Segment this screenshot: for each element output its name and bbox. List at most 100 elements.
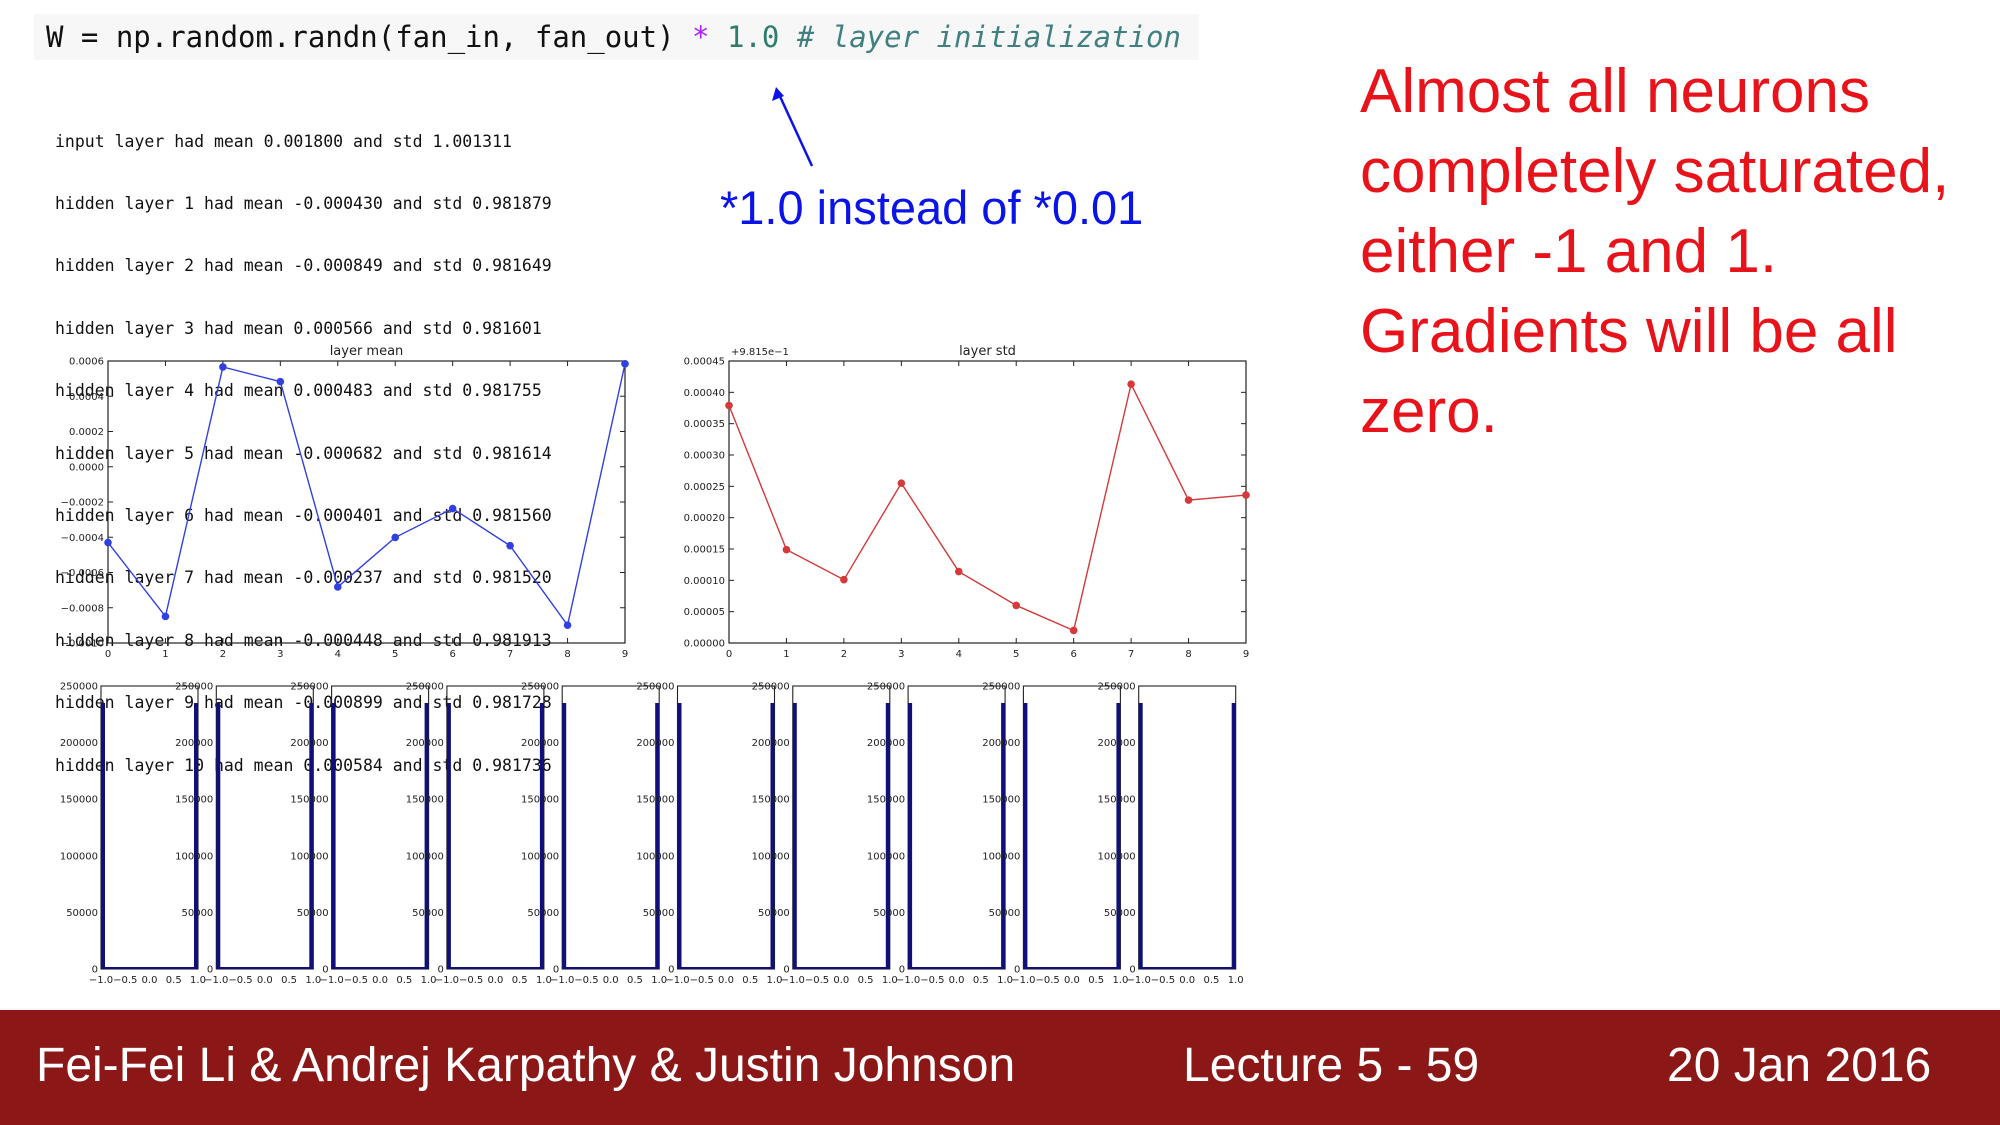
x-tick-label: −1.0 [89, 975, 113, 986]
data-point [897, 479, 906, 488]
x-tick-label: 6 [449, 649, 455, 660]
x-tick-label: 0.5 [627, 975, 643, 986]
histogram-frame [331, 685, 430, 970]
footer-authors: Fei-Fei Li & Andrej Karpathy & Justin Jo… [36, 1039, 1016, 1092]
y-tick-label: 0.0002 [69, 427, 104, 438]
y-tick-label: 50000 [181, 908, 213, 919]
y-tick-label: 0 [207, 965, 213, 976]
x-tick-label: 1.0 [536, 975, 552, 986]
y-tick-label: 250000 [752, 682, 790, 693]
y-tick-label: 200000 [752, 738, 790, 749]
data-point [1184, 496, 1193, 504]
histogram-bar [1023, 702, 1028, 969]
y-tick-label: 0.0004 [69, 392, 104, 403]
chart-title: layer std [959, 344, 1016, 359]
x-tick-label: −1.0 [1127, 975, 1151, 986]
y-tick-label: 0.00025 [684, 482, 725, 493]
y-tick-label: 200000 [406, 738, 444, 749]
log-line: hidden layer 2 had mean -0.000849 and st… [55, 256, 552, 276]
x-tick-label: 0.5 [281, 975, 297, 986]
x-tick-label: −0.5 [344, 975, 368, 986]
charts-canvas: layer mean0.00060.00040.00020.0000−0.000… [60, 87, 1250, 986]
plot-frame [107, 360, 626, 644]
histogram-bar [655, 702, 660, 969]
y-tick-label: 150000 [867, 795, 905, 806]
y-tick-label: 150000 [60, 795, 98, 806]
y-tick-label: 0 [1014, 965, 1020, 976]
x-tick-label: 0.0 [603, 975, 619, 986]
log-line: hidden layer 6 had mean -0.000401 and st… [55, 505, 552, 525]
x-tick-label: 0.5 [973, 975, 989, 986]
x-tick-label: 0.0 [1064, 975, 1080, 986]
y-tick-label: 0.00040 [684, 388, 725, 399]
histogram-bar [216, 702, 221, 969]
x-tick-label: 7 [507, 649, 513, 660]
x-tick-label: 8 [1185, 649, 1191, 660]
y-tick-label: 250000 [290, 682, 328, 693]
y-tick-label: 100000 [406, 851, 444, 862]
x-tick-label: 0.0 [833, 975, 849, 986]
data-point [104, 538, 112, 547]
y-tick-label: 50000 [1104, 908, 1136, 919]
y-tick-label: 100000 [636, 851, 674, 862]
y-tick-label: 0 [1129, 965, 1135, 976]
y-tick-label: 100000 [752, 851, 790, 862]
data-point [391, 533, 400, 542]
y-tick-label: 150000 [290, 795, 328, 806]
histogram-bar [908, 702, 913, 969]
data-point [782, 545, 791, 554]
histogram-frame [100, 685, 199, 970]
data-point [161, 612, 170, 621]
x-tick-label: 9 [1243, 649, 1249, 660]
y-tick-label: 50000 [527, 908, 559, 919]
x-tick-label: −1.0 [550, 975, 574, 986]
x-tick-label: 0.5 [512, 975, 528, 986]
y-tick-label: 0.0006 [69, 357, 104, 368]
y-tick-label: 200000 [1098, 738, 1136, 749]
histogram-bar [194, 702, 198, 969]
y-tick-label: −0.0006 [61, 568, 104, 579]
histogram-bar [1116, 702, 1121, 969]
y-tick-label: 150000 [636, 795, 674, 806]
code-operator: * [692, 20, 710, 54]
footer-lecture: Lecture 5 - 59 [1183, 1039, 1480, 1092]
y-tick-label: 150000 [175, 795, 213, 806]
x-tick-label: 0.0 [487, 975, 503, 986]
x-tick-label: −0.5 [920, 975, 944, 986]
x-tick-label: 4 [956, 649, 962, 660]
data-point [333, 583, 342, 591]
histogram-bar [885, 702, 890, 969]
data-point [725, 401, 733, 410]
histogram-bar [792, 702, 797, 969]
y-tick-label: 250000 [521, 682, 559, 693]
x-tick-label: −0.5 [1151, 975, 1175, 986]
log-line: hidden layer 1 had mean -0.000430 and st… [55, 193, 552, 213]
x-tick-label: 0.0 [142, 975, 158, 986]
y-tick-label: 250000 [175, 682, 213, 693]
y-tick-label: 150000 [982, 795, 1020, 806]
histogram-frame [676, 685, 776, 970]
series-line [107, 363, 626, 627]
x-tick-label: −1.0 [204, 975, 228, 986]
x-tick-label: 1 [783, 649, 789, 660]
y-tick-label: 250000 [982, 682, 1020, 693]
x-tick-label: −0.5 [690, 975, 714, 986]
x-tick-label: −0.5 [574, 975, 598, 986]
x-tick-label: 9 [622, 649, 628, 660]
data-point [1069, 626, 1078, 635]
y-tick-label: 0 [92, 965, 98, 976]
y-tick-label: 150000 [1098, 795, 1136, 806]
y-tick-label: 0.00005 [684, 607, 725, 618]
x-tick-label: 1.0 [1228, 975, 1244, 986]
y-tick-label: 0.00015 [684, 545, 725, 556]
code-number: 1.0 [726, 20, 780, 54]
y-tick-label: 100000 [175, 851, 213, 862]
x-tick-label: 1.0 [767, 975, 783, 986]
code-comment: # layer initialization [796, 20, 1181, 54]
data-point [954, 567, 963, 576]
y-tick-label: 200000 [867, 738, 905, 749]
x-tick-label: 0.0 [1179, 975, 1195, 986]
x-tick-label: 0.0 [257, 975, 273, 986]
x-tick-label: 6 [1070, 649, 1076, 660]
y-tick-label: 50000 [873, 908, 905, 919]
